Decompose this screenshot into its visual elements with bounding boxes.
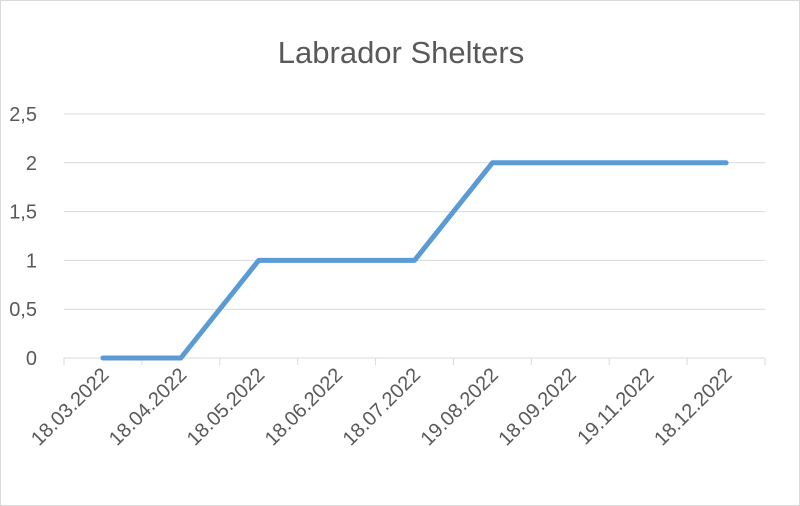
series-line — [100, 160, 729, 361]
y-axis-tick-labels: 0 0,5 1 1,5 2 2,5 — [9, 104, 37, 370]
series-layer — [100, 160, 729, 361]
x-tick-label: 18.12.2022 — [650, 364, 736, 450]
x-tick-label: 18.09.2022 — [494, 364, 580, 450]
y-tick-label: 1 — [26, 250, 37, 272]
y-tick-label: 2 — [26, 153, 37, 175]
y-tick-label: 0,5 — [9, 299, 37, 321]
x-tick-label: 18.06.2022 — [261, 364, 347, 450]
chart-title: Labrador Shelters — [278, 35, 524, 70]
x-tick-label: 19.08.2022 — [417, 364, 503, 450]
x-tick-label: 18.05.2022 — [183, 364, 269, 450]
y-tick-label: 1,5 — [9, 202, 37, 224]
y-tick-label: 0 — [26, 348, 37, 370]
x-tick-label: 18.04.2022 — [105, 364, 191, 450]
x-axis-tick-labels: 18.03.202218.04.202218.05.202218.06.2022… — [27, 364, 736, 450]
gridlines — [63, 113, 766, 365]
x-tick-label: 19.11.2022 — [573, 364, 658, 449]
x-tick-label: 18.07.2022 — [339, 364, 425, 450]
y-tick-label: 2,5 — [9, 104, 37, 126]
x-tick-label: 18.03.2022 — [27, 364, 113, 450]
